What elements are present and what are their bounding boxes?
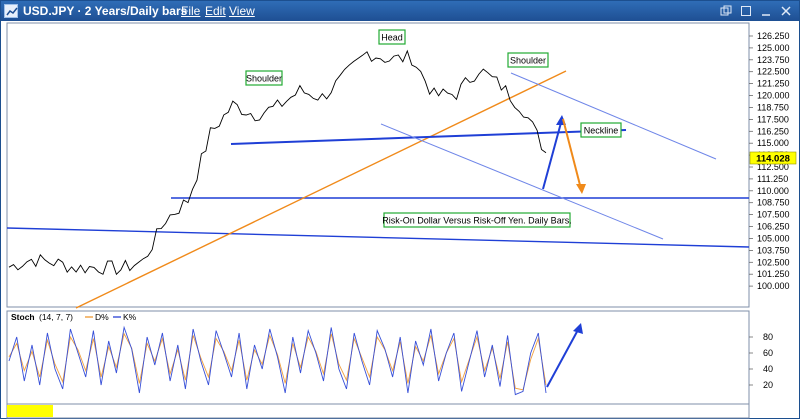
price-tick-label: 110.000 [757, 186, 789, 196]
annotation-shoulder-left: Shoulder [245, 70, 283, 86]
annotation-neckline: Neckline [580, 122, 622, 138]
price-tick-label: 108.750 [757, 198, 790, 208]
start-date-tag [7, 405, 53, 417]
maximize-icon[interactable] [739, 4, 753, 18]
channel-lower [380, 123, 664, 240]
title-bar[interactable]: USD.JPY · 2 Years/Daily bars File Edit V… [1, 1, 799, 21]
price-tick-label: 101.250 [757, 269, 790, 279]
channel-upper [510, 72, 717, 160]
stoch-panel [6, 310, 750, 405]
date-axis-strip [6, 403, 750, 419]
price-tick-label: 120.000 [757, 91, 790, 101]
stoch-tick-label: 60 [763, 348, 773, 358]
price-tick-label: 122.500 [757, 67, 790, 77]
stoch-k-line [8, 325, 547, 396]
price-tick-label: 100.000 [757, 281, 790, 291]
price-tick-label: 107.500 [757, 210, 790, 220]
annotation-note: Risk-On Dollar Versus Risk-Off Yen. Dail… [382, 212, 572, 228]
stoch-tick-label: 40 [763, 364, 773, 374]
price-tick-label: 115.000 [757, 138, 789, 148]
price-tick-label: 118.750 [757, 102, 789, 112]
svg-text:Risk-On Dollar Versus Risk-Off: Risk-On Dollar Versus Risk-Off Yen. Dail… [382, 216, 571, 226]
app-icon[interactable] [4, 4, 18, 18]
neckline-line [230, 129, 627, 145]
menu-edit[interactable]: Edit [205, 4, 226, 18]
restore-icon[interactable] [719, 4, 733, 18]
price-tick-label: 111.250 [757, 174, 788, 184]
projection-down-arrow [562, 118, 582, 190]
price-tick-label: 102.500 [757, 257, 790, 267]
price-tick-label: 117.500 [757, 114, 789, 124]
annotation-head: Head [378, 29, 406, 45]
price-tick-label: 103.750 [757, 245, 790, 255]
support-line-105 [6, 227, 750, 248]
stoch-d-label: D% [95, 312, 109, 322]
orange-trendline [75, 70, 567, 309]
stoch-tick-label: 80 [763, 332, 773, 342]
stoch-tick-label: 20 [763, 380, 773, 390]
window-title: USD.JPY · 2 Years/Daily bars [23, 4, 188, 18]
projection-up-arrow [542, 118, 563, 190]
chart-canvas: 126.250 125.000 123.750 122.500 121.250 120.0… [6, 22, 797, 419]
svg-text:Neckline: Neckline [584, 126, 619, 136]
price-tick-label: 121.250 [757, 79, 790, 89]
close-icon[interactable] [779, 4, 793, 18]
annotation-shoulder-right: Shoulder [507, 52, 549, 68]
arrowhead-stoch [573, 323, 583, 334]
price-line [8, 49, 547, 276]
stoch-k-label: K% [123, 312, 137, 322]
price-tick-label: 116.250 [757, 126, 789, 136]
arrowhead-down [576, 184, 586, 194]
menu-file[interactable]: File [181, 4, 201, 18]
price-tick-label: 123.750 [757, 55, 790, 65]
stoch-params: (14, 7, 7) [39, 312, 73, 322]
current-price-tag [749, 151, 797, 165]
stoch-label: Stoch [11, 312, 35, 322]
price-tick-label: 125.000 [757, 43, 790, 53]
stoch-up-arrow [546, 327, 580, 388]
price-tick-label: 112.500 [757, 162, 789, 172]
price-tick-label: 126.250 [757, 31, 790, 41]
svg-text:Head: Head [381, 33, 403, 43]
minimize-icon[interactable] [759, 4, 773, 18]
current-price-value: 114.028 [756, 154, 790, 165]
price-tick-label: 105.000 [757, 233, 790, 243]
stoch-axis: 80 60 40 20 [749, 332, 773, 390]
price-tick-label: 106.250 [757, 222, 790, 232]
svg-text:Shoulder: Shoulder [246, 74, 282, 84]
menu-view[interactable]: View [229, 4, 255, 18]
price-panel [6, 22, 750, 308]
svg-text:Shoulder: Shoulder [510, 56, 546, 66]
